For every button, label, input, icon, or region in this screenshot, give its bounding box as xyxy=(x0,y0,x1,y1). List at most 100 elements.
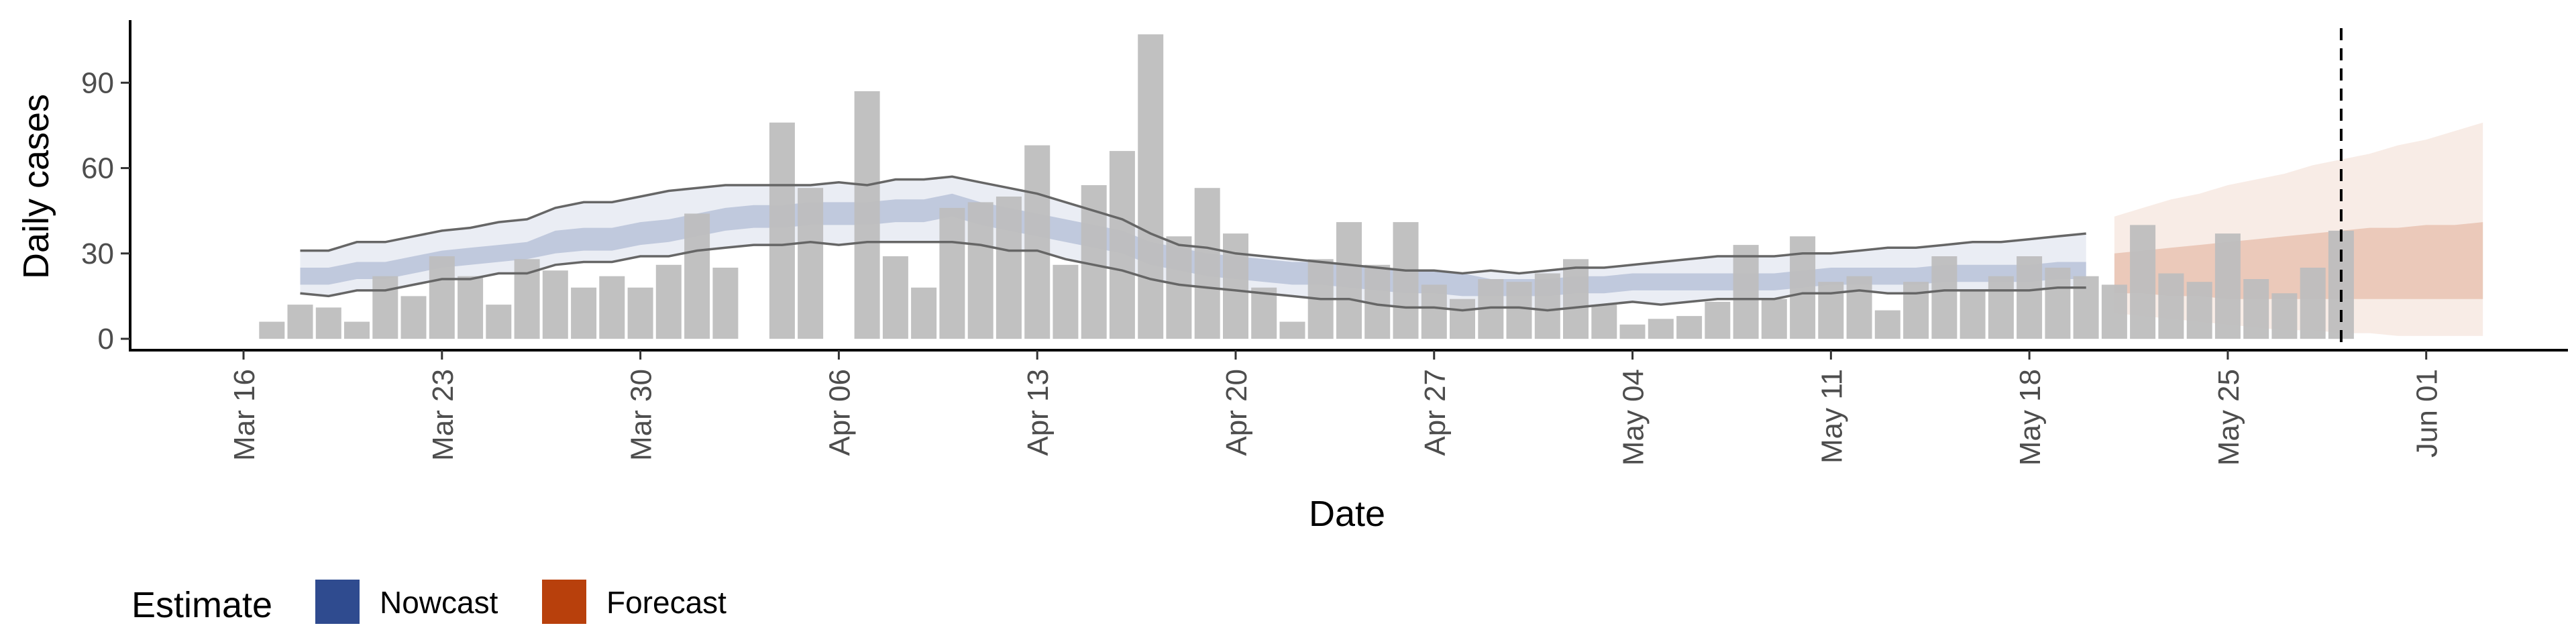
case-bar xyxy=(2271,293,2298,339)
legend-title: Estimate xyxy=(131,585,272,625)
case-bar xyxy=(2214,233,2241,339)
case-bar xyxy=(1024,145,1051,339)
case-bar xyxy=(1960,290,1986,339)
case-bar xyxy=(1251,287,1277,339)
case-bar xyxy=(967,202,994,339)
x-tick-label: Apr 13 xyxy=(1022,369,1055,456)
case-bar xyxy=(458,276,484,339)
case-bar xyxy=(1506,282,1532,339)
case-bar xyxy=(1421,284,1447,339)
case-bar xyxy=(655,264,682,339)
y-tick-label: 30 xyxy=(81,237,114,270)
y-ticks: 0 30 60 90 xyxy=(81,66,130,356)
nowcast-outer-band xyxy=(300,176,2086,311)
x-tick-label: Mar 23 xyxy=(427,369,460,461)
case-bar xyxy=(486,305,512,339)
estimate-bands xyxy=(300,122,2483,336)
case-bar xyxy=(1733,245,1759,339)
case-bar xyxy=(1874,310,1900,339)
case-bar xyxy=(882,256,908,339)
case-bar xyxy=(344,321,370,339)
x-tick-label: Jun 01 xyxy=(2411,369,2444,458)
case-bar xyxy=(798,188,824,339)
case-bar xyxy=(769,122,795,339)
case-bar xyxy=(2328,230,2354,339)
legend-label-nowcast: Nowcast xyxy=(380,585,498,620)
case-bar xyxy=(2101,284,2127,339)
x-ticks: Mar 16 Mar 23 Mar 30 Apr 06 Apr 13 Apr 20 Apr … xyxy=(228,350,2444,466)
x-axis-title: Date xyxy=(1309,494,1385,534)
case-bar xyxy=(1761,299,1787,339)
case-bar xyxy=(1534,273,1560,339)
case-bar xyxy=(400,296,427,339)
x-tick-label: Apr 06 xyxy=(823,369,856,456)
case-bar xyxy=(1393,222,1419,339)
x-tick-label: May 11 xyxy=(1815,369,1848,464)
case-bar xyxy=(712,268,739,339)
case-bar xyxy=(1450,299,1475,339)
case-bar xyxy=(372,276,398,339)
case-bar xyxy=(939,207,965,339)
x-tick-label: May 18 xyxy=(2014,369,2047,466)
case-bar xyxy=(1903,282,1929,339)
case-bar xyxy=(571,287,597,339)
x-tick-label: May 25 xyxy=(2212,369,2245,466)
case-bar xyxy=(599,276,625,339)
estimate-outline xyxy=(300,175,2086,312)
case-bar xyxy=(684,213,710,339)
x-tick-label: Apr 27 xyxy=(1419,369,1452,456)
case-bar xyxy=(1648,319,1674,339)
case-bar xyxy=(1336,222,1362,339)
case-bar xyxy=(1790,236,1816,339)
legend-label-forecast: Forecast xyxy=(606,585,727,620)
case-bar xyxy=(429,256,455,339)
case-bars xyxy=(259,34,2354,339)
case-bar xyxy=(1109,151,1135,339)
case-bar xyxy=(1166,236,1192,339)
case-bar xyxy=(1705,301,1731,339)
forecast-inner-band xyxy=(2114,222,2483,299)
case-bar xyxy=(1279,321,1305,339)
case-bar xyxy=(1138,34,1164,339)
x-tick-label: May 04 xyxy=(1617,369,1650,466)
case-bar xyxy=(627,287,653,339)
nowcast-lower-line xyxy=(300,241,2086,312)
x-tick-label: Mar 30 xyxy=(625,369,658,461)
case-bar xyxy=(1053,264,1079,339)
case-bar xyxy=(1194,188,1220,339)
y-axis-title: Daily cases xyxy=(16,94,56,279)
case-bar xyxy=(1223,233,1248,339)
y-tick-label: 0 xyxy=(98,323,114,356)
legend-swatch-forecast xyxy=(542,580,586,624)
case-bar xyxy=(259,321,285,339)
y-tick-label: 90 xyxy=(81,66,114,99)
case-bar xyxy=(1563,259,1589,339)
case-bar xyxy=(1931,256,1957,339)
case-bar xyxy=(2017,256,2043,339)
case-bar xyxy=(2300,268,2326,339)
x-tick-label: Mar 16 xyxy=(228,369,261,461)
case-bar xyxy=(911,287,937,339)
case-bar xyxy=(1591,305,1617,339)
case-bar xyxy=(2130,225,2156,339)
case-bar xyxy=(2186,282,2212,339)
case-bar xyxy=(542,270,568,339)
case-bar xyxy=(2073,276,2099,339)
case-bar xyxy=(287,305,313,339)
y-tick-label: 60 xyxy=(81,152,114,185)
case-bar xyxy=(1846,276,1872,339)
case-bar xyxy=(1676,316,1703,339)
nowcast-upper-line xyxy=(300,175,2086,275)
nowcast-inner-band xyxy=(300,193,2086,297)
case-bar xyxy=(315,307,341,339)
case-bar xyxy=(1619,324,1646,339)
x-tick-label: Apr 20 xyxy=(1220,369,1253,456)
case-bar xyxy=(854,91,880,339)
legend-swatch-nowcast xyxy=(315,580,360,624)
case-bar xyxy=(2243,279,2269,339)
case-bar xyxy=(2158,273,2184,339)
case-bar xyxy=(1818,282,1844,339)
case-bar xyxy=(996,197,1022,339)
case-bar xyxy=(2045,268,2071,339)
